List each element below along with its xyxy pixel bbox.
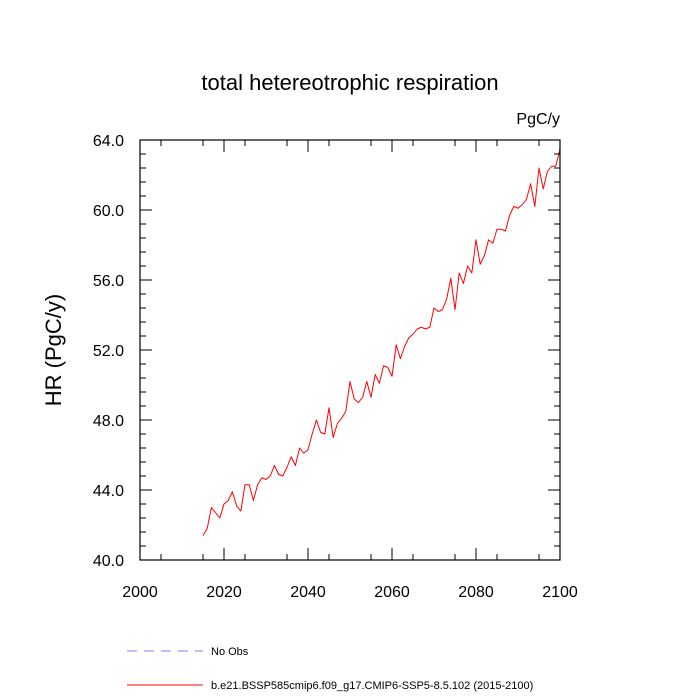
x-tick-label: 2020 [206,584,242,601]
series-layer [202,148,561,536]
chart-title: total hetereotrophic respiration [201,70,498,95]
y-tick-label: 44.0 [93,483,124,500]
y-axis-label: HR (PgC/y) [41,294,66,406]
y-tick-label: 60.0 [93,203,124,220]
x-tick-label: 2100 [542,584,578,601]
axis-tick-labels: 2000 2020 2040 2060 2080 2100 40.0 44.0 48.0 52.0… [93,133,578,601]
y-tick-label: 40.0 [93,553,124,570]
plot-frame [139,139,561,561]
x-tick-label: 2080 [458,584,494,601]
y-tick-label: 52.0 [93,343,124,360]
y-tick-label: 56.0 [93,273,124,290]
legend-label-model: b.e21.BSSP585cmip6.f09_g17.CMIP6-SSP5-8.… [211,680,533,692]
legend-label-no-obs: No Obs [211,646,249,658]
units-label: PgC/y [516,111,560,128]
y-tick-label: 48.0 [93,413,124,430]
plot-area: 2000 2020 2040 2060 2080 2100 40.0 44.0 48.0 52.0… [93,133,578,601]
series-line-0 [202,148,561,536]
legend: No Obs b.e21.BSSP585cmip6.f09_g17.CMIP6-… [127,646,533,692]
x-tick-label: 2060 [374,584,410,601]
y-tick-label: 64.0 [93,133,124,150]
axis-ticks [139,139,561,561]
x-tick-label: 2040 [290,584,326,601]
x-tick-label: 2000 [122,584,158,601]
